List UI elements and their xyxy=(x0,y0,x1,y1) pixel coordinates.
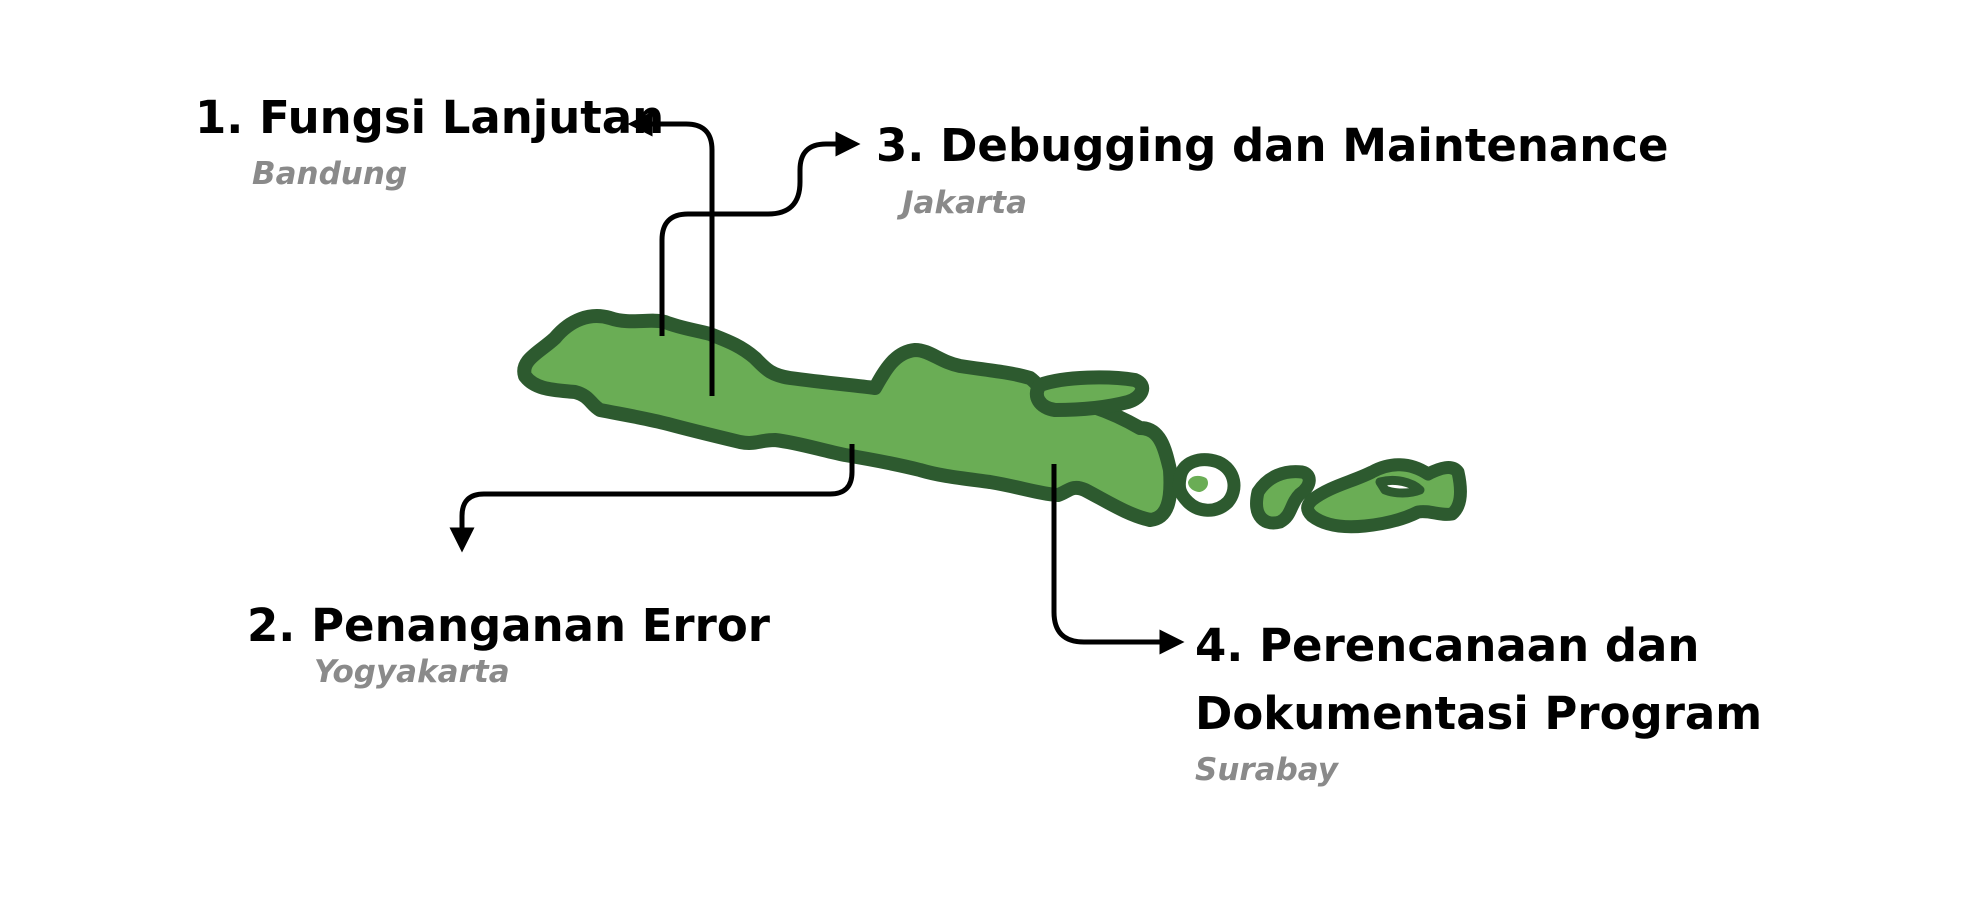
callout-2-city: Yogyakarta xyxy=(314,654,510,690)
callout-1-title: 1. Fungsi Lanjutan xyxy=(195,91,665,144)
callout-3-city: Jakarta xyxy=(902,185,1028,221)
madura-island xyxy=(1029,370,1150,417)
callout-4-city: Surabay xyxy=(1195,752,1338,788)
callout-3-title: 3. Debugging dan Maintenance xyxy=(876,119,1669,172)
connector-penanganan-error xyxy=(449,444,855,553)
callout-2-title: 2. Penanganan Error xyxy=(247,599,770,652)
java-island-main xyxy=(517,309,1178,527)
connector-debugging xyxy=(659,131,861,336)
sumbawa-bay xyxy=(1375,475,1425,498)
sumbawa-island xyxy=(1301,458,1467,534)
callout-1-city: Bandung xyxy=(252,156,408,192)
connector-perencanaan xyxy=(1051,464,1185,655)
callout-4-title: 4. Perencanaan dan Dokumentasi Program xyxy=(1195,619,1763,740)
lombok-island xyxy=(1250,465,1316,530)
connector-fungsi-lanjutan xyxy=(627,111,715,396)
bali-island-inner xyxy=(1188,475,1208,492)
